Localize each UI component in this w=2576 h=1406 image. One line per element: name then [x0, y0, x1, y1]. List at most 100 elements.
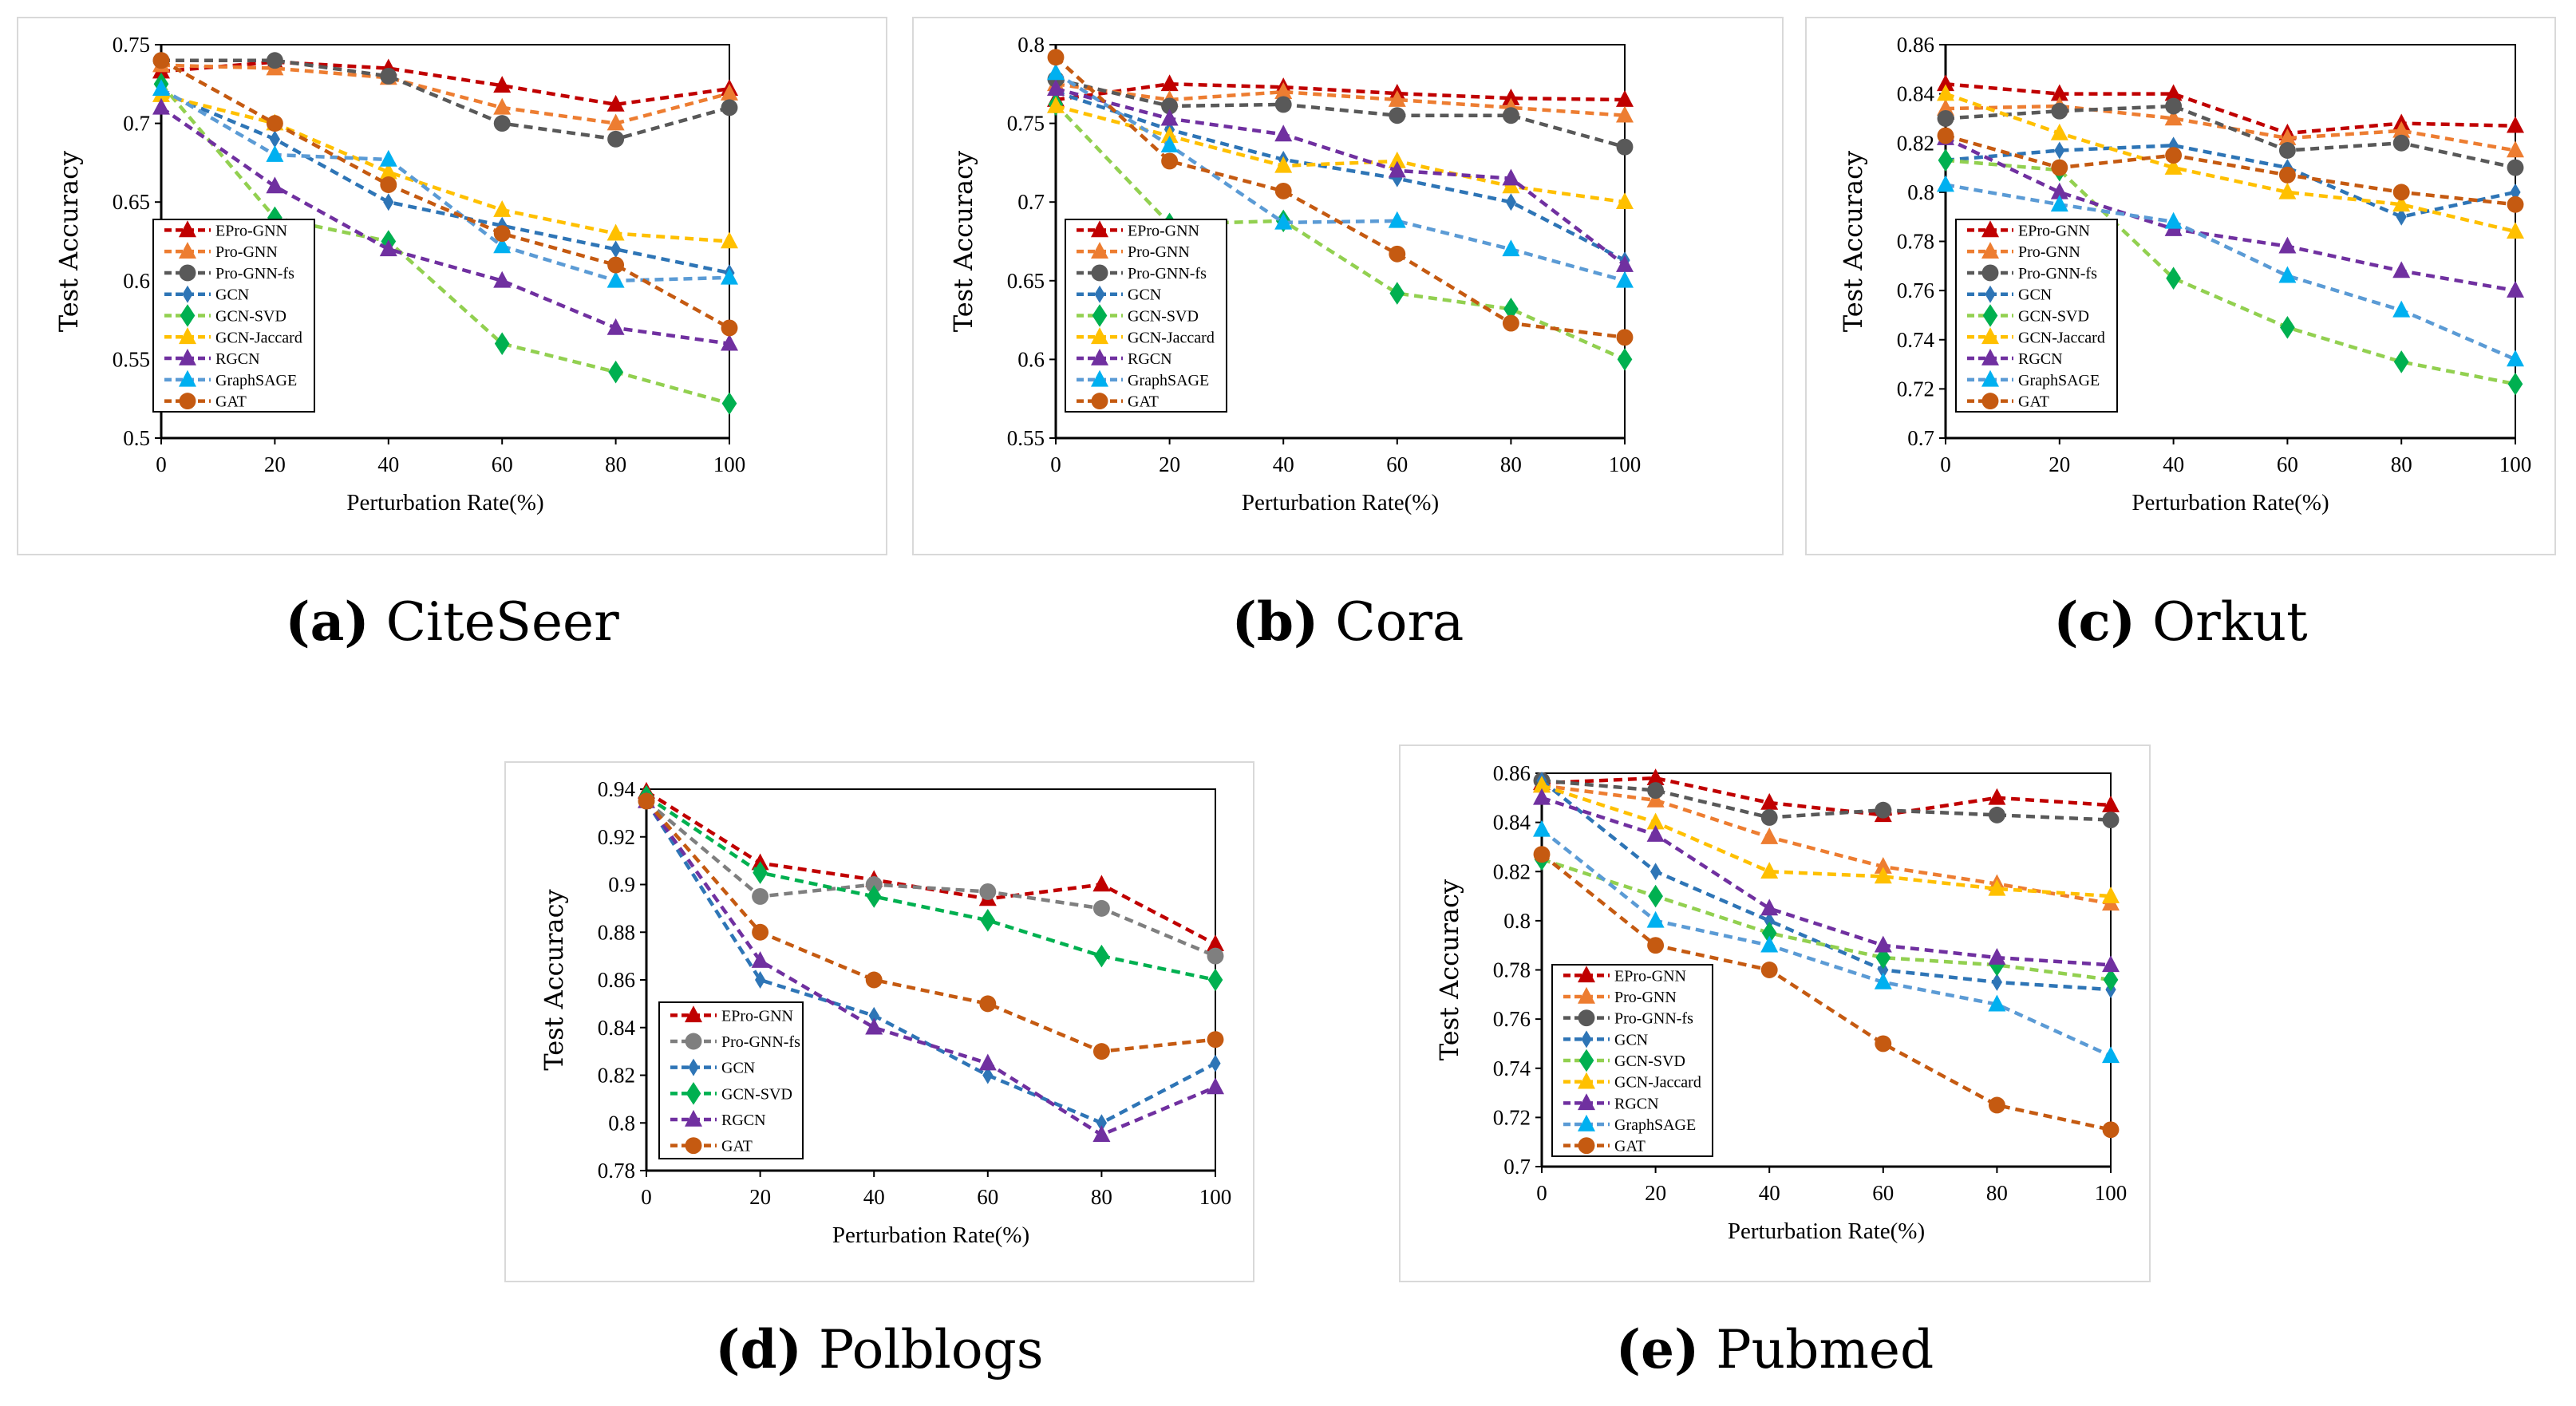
y-axis-label: Test Accuracy — [1434, 879, 1464, 1060]
y-tick-label: 0.92 — [598, 825, 635, 849]
y-tick-label: 0.86 — [598, 968, 635, 992]
data-point — [2050, 195, 2068, 212]
x-tick-label: 60 — [977, 1185, 998, 1209]
data-point — [493, 236, 512, 254]
data-point — [1389, 107, 1406, 124]
data-point — [379, 149, 397, 167]
legend-label: GAT — [215, 393, 247, 411]
data-point — [606, 223, 625, 241]
data-point — [1616, 271, 1634, 288]
caption-name: Cora — [1335, 591, 1464, 653]
legend-label: Pro-GNN-fs — [721, 1033, 800, 1051]
data-point — [1274, 182, 1292, 199]
series-line — [160, 82, 730, 405]
x-tick-label: 20 — [1645, 1181, 1666, 1205]
data-point — [1533, 788, 1551, 805]
series-line — [1540, 779, 2112, 992]
data-point — [868, 1006, 879, 1025]
data-point — [1760, 962, 1778, 978]
y-tick-label: 0.72 — [1493, 1105, 1531, 1129]
series-line — [1054, 71, 1626, 282]
data-point — [1646, 768, 1665, 785]
data-point — [752, 887, 769, 905]
data-point — [2507, 116, 2524, 133]
data-point — [2102, 812, 2120, 828]
y-axis-label: Test Accuracy — [948, 151, 978, 332]
caption-letter: (d) — [715, 1318, 802, 1380]
x-tick-label: 0 — [1940, 452, 1951, 476]
y-tick-label: 0.8 — [1907, 180, 1934, 204]
x-tick-label: 80 — [1986, 1181, 2008, 1205]
data-point — [606, 94, 625, 112]
data-point — [1160, 109, 1179, 126]
y-tick-label: 0.75 — [113, 33, 150, 57]
data-point — [721, 334, 738, 351]
series-rgcn — [1047, 79, 1634, 272]
data-point — [1988, 806, 2005, 823]
y-tick-label: 0.8 — [1503, 909, 1531, 933]
data-point — [1938, 148, 1954, 172]
data-point — [607, 130, 625, 148]
data-point — [269, 130, 280, 148]
data-point — [1092, 1125, 1111, 1142]
legend-label: GCN-Jaccard — [1614, 1074, 1701, 1092]
legend-entry: GraphSAGE — [1077, 369, 1209, 389]
legend-label: GCN-SVD — [1128, 308, 1199, 326]
y-tick-label: 0.82 — [598, 1064, 635, 1088]
data-point — [1875, 1035, 1892, 1053]
data-point — [2164, 211, 2183, 229]
legend-label: EPro-GNN — [2018, 222, 2090, 239]
y-tick-label: 0.74 — [1493, 1056, 1531, 1080]
legend-marker — [1982, 304, 1998, 327]
series-line — [1945, 144, 2516, 219]
y-tick-label: 0.76 — [1493, 1007, 1531, 1031]
legend-marker — [182, 285, 193, 303]
data-point — [2278, 166, 2296, 184]
data-point — [1274, 156, 1293, 173]
data-point — [2050, 182, 2068, 199]
caption-letter: (a) — [285, 590, 369, 653]
series-line — [1541, 776, 2112, 817]
series-line — [1945, 92, 2516, 234]
data-point — [1937, 109, 1954, 127]
data-point — [2165, 147, 2183, 164]
series-line — [1055, 82, 1626, 102]
series-line — [1541, 796, 2112, 967]
series-line — [645, 800, 1217, 1125]
x-axis-label: Perturbation Rate(%) — [832, 1222, 1029, 1248]
data-point — [2278, 142, 2296, 159]
y-tick-label: 0.94 — [598, 777, 636, 801]
legend-label: Pro-GNN-fs — [2018, 265, 2097, 282]
y-tick-label: 0.72 — [1897, 377, 1934, 401]
data-point — [979, 995, 997, 1013]
x-tick-label: 40 — [2163, 452, 2184, 476]
legend-marker — [685, 1005, 702, 1023]
data-point — [1207, 934, 1224, 951]
data-point — [1502, 88, 1520, 105]
legend-label: GCN-SVD — [2018, 308, 2089, 326]
legend-marker — [685, 1109, 702, 1127]
data-point — [1988, 994, 2006, 1012]
data-point — [1274, 96, 1292, 113]
legend-entry: GCN-Jaccard — [1563, 1072, 1701, 1092]
series-line — [1054, 103, 1626, 361]
legend-marker — [179, 369, 196, 387]
data-point — [383, 193, 394, 211]
data-point — [2507, 350, 2524, 367]
legend-entry: Pro-GNN-fs — [164, 264, 294, 282]
data-point — [493, 76, 512, 93]
legend-label: GCN — [721, 1060, 755, 1077]
legend-label: GraphSAGE — [215, 372, 297, 389]
series-line — [1054, 56, 1626, 340]
x-tick-label: 20 — [264, 452, 286, 476]
data-point — [607, 256, 625, 274]
data-point — [152, 97, 170, 115]
data-point — [380, 67, 397, 85]
chart-pubmed: 0.7 0.72 0.74 0.76 0.78 0.8 0.82 0.84 0.86 0 20 40 6… — [1399, 744, 2151, 1282]
data-point — [2165, 97, 2183, 115]
data-point — [1650, 863, 1661, 881]
caption-name: CiteSeer — [385, 591, 619, 653]
data-point — [721, 231, 738, 249]
y-tick-label: 0.55 — [1007, 426, 1045, 450]
data-point — [1533, 846, 1551, 863]
